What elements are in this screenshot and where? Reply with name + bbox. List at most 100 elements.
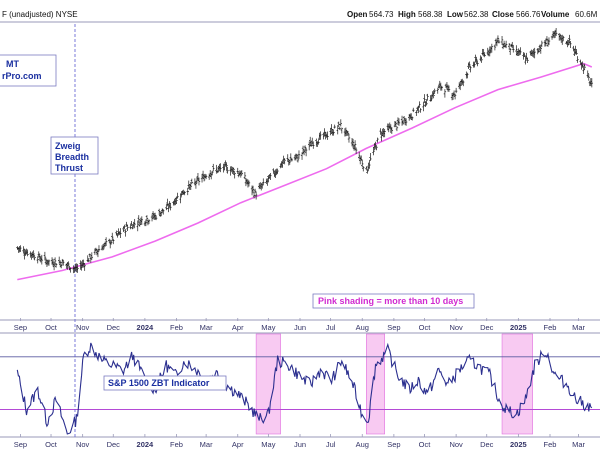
price-bar-316 <box>466 72 469 79</box>
zweig-frame <box>50 136 99 175</box>
price-bar-79 <box>126 224 129 232</box>
header-ohlc: Open 564.73 High 568.38 Low 562.38 Close… <box>347 10 598 19</box>
price-bar-359 <box>526 57 529 64</box>
price-bar-148 <box>225 162 228 171</box>
price-bar-167 <box>252 192 256 199</box>
price-bar-58 <box>96 249 100 258</box>
indicator-month-label-3: Nov <box>76 440 90 449</box>
price-bar-248 <box>368 159 371 169</box>
price-bar-166 <box>251 185 255 194</box>
price-bar-207 <box>310 141 313 147</box>
shaded-period-2 <box>366 333 385 435</box>
indicator-month-label-15: Nov <box>449 440 463 449</box>
price-bar-200 <box>300 152 304 160</box>
price-bar-294 <box>433 88 436 94</box>
price-bar-300 <box>443 89 447 98</box>
price-bar-189 <box>283 158 286 165</box>
pink-note-frame <box>312 293 475 309</box>
price-bar-244 <box>362 166 365 172</box>
price-bar-94 <box>147 219 151 225</box>
price-bar-242 <box>360 155 363 161</box>
price-bar-389 <box>569 40 572 49</box>
price-bar-80 <box>129 224 132 230</box>
price-bar-51 <box>87 258 90 263</box>
price-bar-366 <box>537 48 540 53</box>
price-bar-84 <box>133 218 136 229</box>
price-month-label-15: Nov <box>449 323 463 332</box>
price-month-label-11: Jul <box>326 323 336 332</box>
price-bar-335 <box>493 44 497 51</box>
price-bar-74 <box>119 228 122 238</box>
indicator-month-label-6: Feb <box>170 440 183 449</box>
price-bar-394 <box>576 56 579 63</box>
price-bar-269 <box>397 118 401 126</box>
price-bar-10 <box>29 251 32 258</box>
price-bar-304 <box>447 85 451 92</box>
price-bar-154 <box>233 170 236 179</box>
indicator-month-label-9: May <box>261 440 275 449</box>
shaded-period-3 <box>501 333 533 435</box>
price-month-label-10: Jun <box>294 323 306 332</box>
price-bar-160 <box>243 171 247 180</box>
price-bar-243 <box>361 159 364 168</box>
indicator-label-frame <box>103 375 227 391</box>
price-bar-374 <box>547 37 551 46</box>
indicator-month-label-14: Oct <box>419 440 432 449</box>
price-bar-15 <box>36 256 39 264</box>
price-bar-250 <box>372 146 375 156</box>
price-bar-229 <box>340 127 344 134</box>
watermark-frame <box>0 54 57 87</box>
price-bar-37 <box>67 261 70 267</box>
price-bar-289 <box>426 93 429 101</box>
price-bar-81 <box>130 221 133 226</box>
price-bar-264 <box>390 126 394 134</box>
price-bar-323 <box>475 56 478 64</box>
price-bar-338 <box>496 35 500 43</box>
price-bar-86 <box>137 215 140 224</box>
price-bar-371 <box>544 38 548 47</box>
price-bar-254 <box>376 137 379 143</box>
price-bar-13 <box>32 250 35 258</box>
price-bar-138 <box>211 170 214 176</box>
price-bar-267 <box>395 126 399 132</box>
price-bar-4 <box>19 245 22 252</box>
price-bar-279 <box>412 107 415 113</box>
indicator-month-label-5: 2024 <box>137 440 155 449</box>
price-month-label-13: Sep <box>387 323 400 332</box>
price-bar-286 <box>423 94 426 104</box>
price-bar-326 <box>480 56 483 63</box>
price-bar-356 <box>523 52 526 57</box>
indicator-month-label-7: Mar <box>200 440 213 449</box>
price-bar-309 <box>454 87 458 94</box>
indicator-month-label-10: Jun <box>294 440 306 449</box>
header-close-value: 566.76 <box>516 10 541 19</box>
price-month-label-16: Dec <box>480 323 494 332</box>
price-bar-123 <box>189 181 193 190</box>
price-bar-19 <box>40 254 44 265</box>
price-bar-124 <box>190 178 194 185</box>
indicator-month-label-1: Sep <box>14 440 27 449</box>
zweig-line3: Thrust <box>55 163 83 173</box>
price-bar-69 <box>112 238 115 245</box>
price-bar-204 <box>304 148 308 157</box>
price-bar-168 <box>253 188 257 193</box>
price-bar-219 <box>326 131 329 140</box>
price-bar-369 <box>540 40 544 47</box>
price-month-label-14: Oct <box>419 323 432 332</box>
header-symbol: F (unadjusted) NYSE <box>2 10 78 19</box>
price-bar-54 <box>90 252 94 260</box>
price-bar-404 <box>590 78 594 88</box>
price-bar-100 <box>157 208 161 216</box>
price-bar-295 <box>436 88 439 94</box>
price-bar-226 <box>337 121 340 128</box>
price-bar-202 <box>302 149 306 156</box>
price-bar-197 <box>295 153 299 159</box>
price-bar-346 <box>509 48 512 55</box>
price-month-label-5: 2024 <box>137 323 155 332</box>
price-bar-179 <box>269 172 272 180</box>
price-bar-233 <box>346 130 350 136</box>
price-bar-134 <box>204 174 208 180</box>
price-bar-324 <box>476 60 479 67</box>
price-bar-61 <box>101 243 105 251</box>
